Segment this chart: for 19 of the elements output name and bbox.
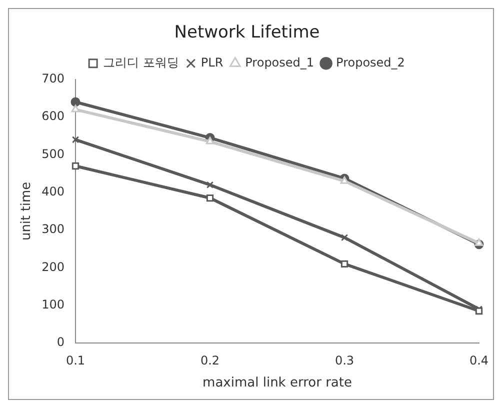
y-tick-label: 0	[56, 335, 65, 350]
y-tick-label: 700	[42, 72, 65, 86]
y-tick-label: 400	[42, 184, 65, 198]
x-axis-title: maximal link error rate	[202, 376, 352, 391]
x-tick-label: 0.2	[200, 353, 220, 368]
y-tick-label: 200	[42, 260, 65, 274]
legend-label: Proposed_2	[336, 56, 405, 70]
x-tick-label: 0.4	[469, 353, 489, 368]
x-tick-label: 0.3	[334, 353, 354, 368]
y-tick-label: 600	[42, 109, 65, 124]
chart-title: Network Lifetime	[174, 22, 320, 43]
y-tick-label: 100	[42, 297, 65, 312]
legend-label: Proposed_1	[245, 56, 314, 70]
y-tick-label: 500	[42, 146, 65, 161]
legend-label: 그리디 포워딩	[103, 56, 179, 70]
y-tick-label: 300	[42, 222, 65, 236]
y-axis-title: unit time	[19, 182, 34, 241]
x-tick-label: 0.1	[66, 353, 86, 368]
legend-label: PLR	[200, 56, 224, 70]
